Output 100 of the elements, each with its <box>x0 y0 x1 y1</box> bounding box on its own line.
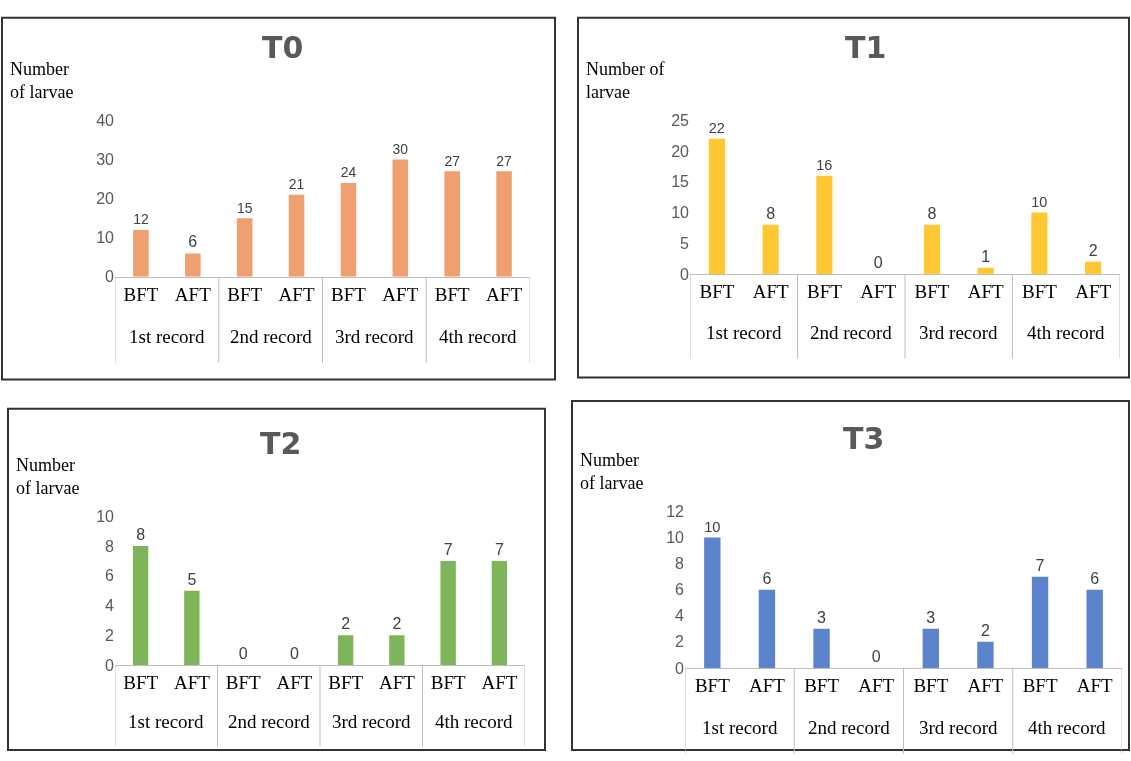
text: 3rd record <box>919 322 999 343</box>
x-tick-label: AFT <box>860 280 897 302</box>
y-tick-label: 40 <box>96 112 115 130</box>
x-tick-label: BFT <box>1021 280 1058 302</box>
data-label: 16 <box>816 156 833 173</box>
y-tick-label: 2 <box>675 633 685 651</box>
bar <box>340 183 357 277</box>
x-tick-label: AFT <box>1075 280 1112 302</box>
x-tick-label: BFT <box>914 280 950 302</box>
chart-title: T0 <box>262 30 304 65</box>
y-axis-title: Number of larvae <box>586 59 665 103</box>
text: 3rd record <box>332 711 412 732</box>
bar <box>758 589 776 668</box>
y-tick-label: 0 <box>105 656 115 674</box>
bar <box>816 175 833 274</box>
text: 4th record <box>1028 717 1107 738</box>
x-tick-label: AFT <box>967 674 1004 696</box>
data-label: 27 <box>444 152 461 169</box>
chart-title: T3 <box>843 421 885 456</box>
data-label: 6 <box>1090 569 1100 587</box>
x-tick-label: BFT <box>123 671 159 693</box>
x-tick-label: BFT <box>225 671 261 693</box>
x-tick-label: BFT <box>331 283 367 305</box>
text: 4th record <box>439 326 518 347</box>
x-tick-label: BFT <box>430 671 466 693</box>
text: 2nd record <box>810 322 893 343</box>
bar <box>708 138 725 274</box>
bar <box>236 218 253 277</box>
data-label: 1 <box>981 247 991 265</box>
text: 1st record <box>702 717 778 738</box>
y-axis-title: Number of larvae <box>16 455 80 499</box>
data-label: 12 <box>133 211 149 228</box>
text: 3rd record <box>919 717 999 738</box>
y-tick-label: 10 <box>671 204 690 222</box>
text: 2nd record <box>808 717 891 738</box>
chart-title: T2 <box>260 426 302 461</box>
y-tick-label: 4 <box>675 607 685 625</box>
bar <box>1031 212 1048 274</box>
data-label: 2 <box>341 615 351 633</box>
x-tick-label: AFT <box>382 283 419 305</box>
bar <box>762 224 779 274</box>
data-label: 0 <box>238 644 248 662</box>
text: 4th record <box>435 711 514 732</box>
bar <box>337 635 354 665</box>
y-tick-label: 15 <box>671 173 690 191</box>
data-label: 7 <box>1035 556 1045 574</box>
y-tick-label: 0 <box>105 268 115 286</box>
x-tick-label: BFT <box>123 283 159 305</box>
chart-title: T1 <box>845 30 887 65</box>
text: 2nd record <box>228 711 311 732</box>
x-tick-label: BFT <box>806 280 843 302</box>
y-tick-label: 4 <box>105 597 115 615</box>
bar <box>444 171 460 277</box>
data-label: 30 <box>392 140 409 157</box>
y-tick-label: 6 <box>105 567 115 585</box>
x-tick-label: AFT <box>278 283 315 305</box>
text: 1st record <box>706 322 782 343</box>
y-tick-label: 6 <box>675 581 685 599</box>
data-label: 3 <box>926 608 936 626</box>
x-tick-label: BFT <box>1022 674 1058 696</box>
bar <box>977 641 994 668</box>
data-label: 2 <box>980 621 990 639</box>
x-tick-label: AFT <box>748 674 786 696</box>
bar <box>133 229 149 277</box>
x-tick-label: AFT <box>276 671 313 693</box>
bar <box>496 171 512 277</box>
y-tick-label: 10 <box>96 507 115 525</box>
y-tick-label: 2 <box>105 626 115 644</box>
text: 1st record <box>128 711 204 732</box>
data-label: 2 <box>392 615 402 633</box>
bar <box>977 267 994 274</box>
y-tick-label: 12 <box>666 503 685 521</box>
data-label: 21 <box>288 176 305 193</box>
y-tick-label: 5 <box>680 234 690 252</box>
data-label: 7 <box>443 540 453 558</box>
y-tick-label: 8 <box>675 555 685 573</box>
x-tick-label: BFT <box>804 674 840 696</box>
text: 3rd record <box>335 326 415 347</box>
data-label: 8 <box>766 204 776 222</box>
bar <box>389 635 405 665</box>
data-label: 3 <box>817 608 827 626</box>
data-label: 15 <box>236 199 253 216</box>
x-tick-label: AFT <box>486 283 523 305</box>
data-label: 5 <box>187 570 197 588</box>
bar <box>922 628 940 668</box>
bar <box>491 560 508 665</box>
text: 2nd record <box>230 326 313 347</box>
y-tick-label: 30 <box>96 151 115 169</box>
bar <box>288 194 305 277</box>
x-tick-label: AFT <box>1076 674 1114 696</box>
bar <box>813 628 830 668</box>
bar <box>392 159 409 277</box>
data-label: 22 <box>708 120 725 137</box>
y-tick-label: 20 <box>671 142 690 160</box>
data-label: 0 <box>873 253 883 271</box>
y-tick-label: 10 <box>96 229 115 247</box>
x-tick-label: BFT <box>694 674 731 696</box>
bar <box>1086 589 1103 668</box>
bar <box>1031 576 1049 668</box>
data-label: 10 <box>704 518 721 535</box>
